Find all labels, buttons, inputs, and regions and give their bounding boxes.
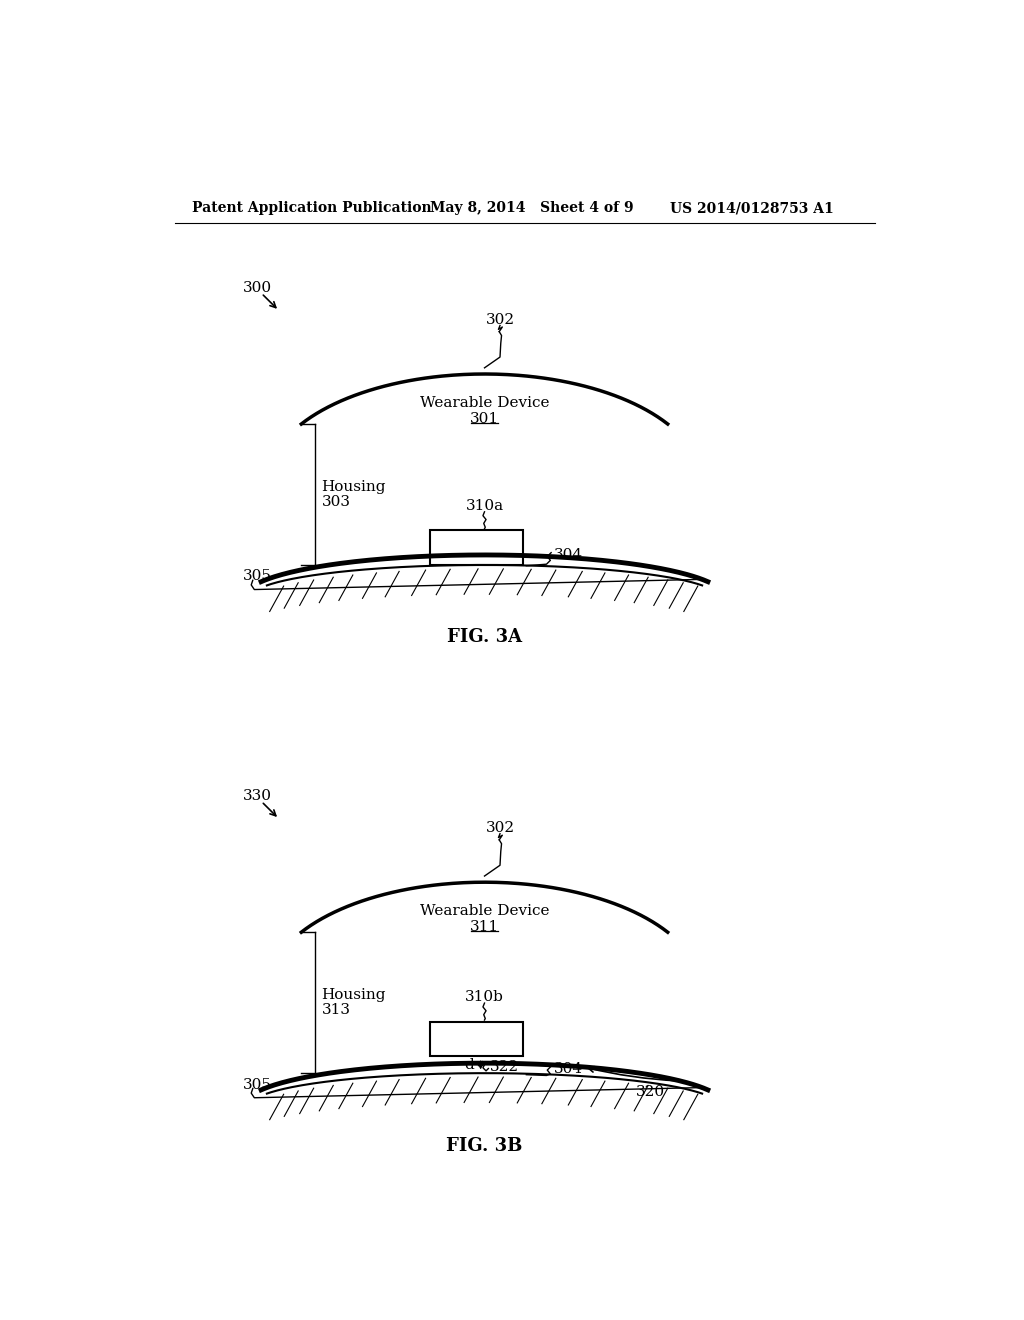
- Text: Housing: Housing: [322, 987, 386, 1002]
- Text: 304: 304: [554, 548, 584, 562]
- Text: May 8, 2014   Sheet 4 of 9: May 8, 2014 Sheet 4 of 9: [430, 202, 634, 215]
- Text: 311: 311: [470, 920, 499, 933]
- Text: Wearable Device: Wearable Device: [420, 396, 549, 411]
- Text: US 2014/0128753 A1: US 2014/0128753 A1: [671, 202, 835, 215]
- Text: 310b: 310b: [465, 990, 504, 1005]
- Text: 305: 305: [243, 1077, 271, 1092]
- Text: 302: 302: [485, 821, 515, 836]
- Text: Patent Application Publication: Patent Application Publication: [191, 202, 431, 215]
- Text: d: d: [465, 1057, 474, 1072]
- Text: 313: 313: [322, 1003, 350, 1018]
- Text: 330: 330: [243, 789, 271, 803]
- Text: 300: 300: [243, 281, 271, 294]
- Bar: [430, 1022, 523, 1056]
- Text: 302: 302: [485, 313, 515, 327]
- Text: 304: 304: [554, 1061, 584, 1076]
- Text: 310a: 310a: [466, 499, 504, 512]
- Text: 303: 303: [322, 495, 350, 510]
- Text: Wearable Device: Wearable Device: [420, 904, 549, 919]
- Text: 322: 322: [489, 1060, 519, 1074]
- Bar: [430, 531, 523, 565]
- Text: 305: 305: [243, 569, 271, 583]
- Text: FIG. 3B: FIG. 3B: [446, 1137, 522, 1155]
- Text: FIG. 3A: FIG. 3A: [446, 628, 522, 647]
- Text: 301: 301: [470, 412, 499, 425]
- Text: 320: 320: [636, 1085, 665, 1098]
- Text: Housing: Housing: [322, 479, 386, 494]
